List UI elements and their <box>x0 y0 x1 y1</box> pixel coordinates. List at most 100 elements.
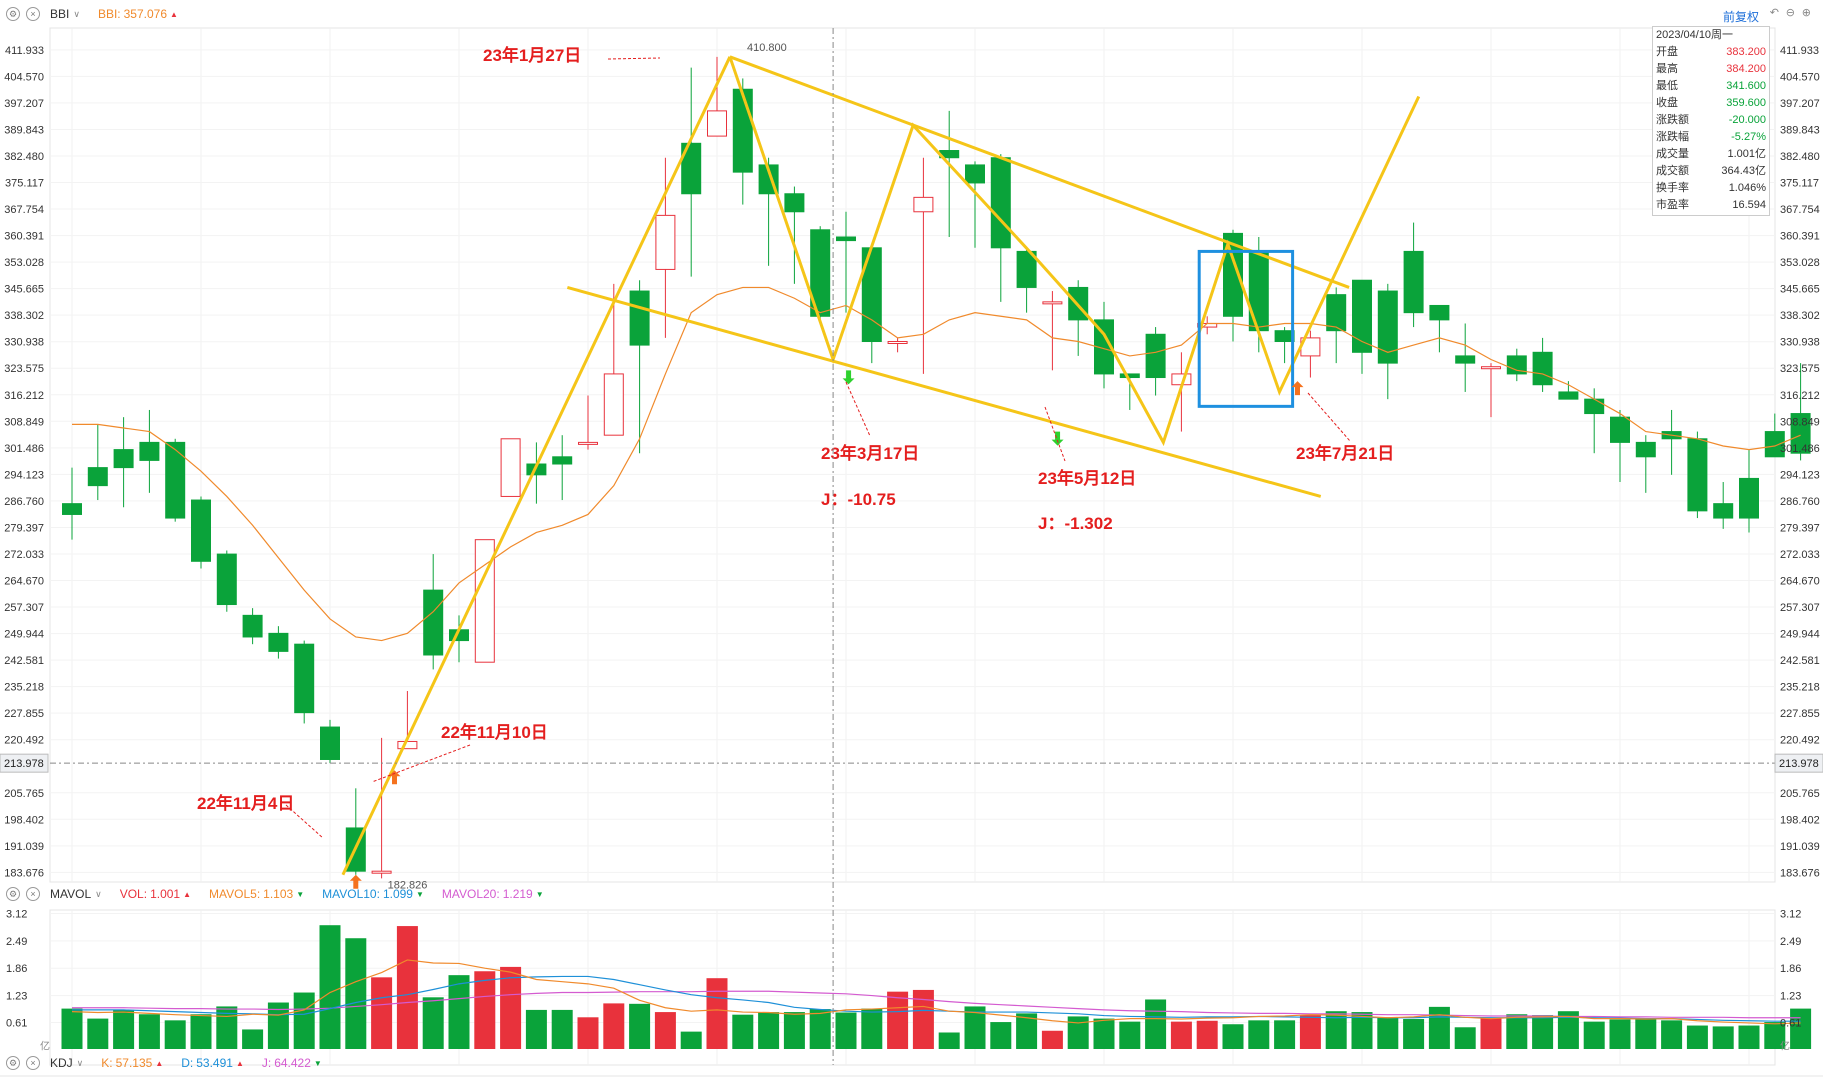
volume-bar <box>1145 999 1167 1049</box>
volume-bar <box>242 1029 264 1049</box>
volume-bar <box>629 1003 651 1049</box>
candle-body <box>1739 477 1759 519</box>
y-tick-label-left: 191.039 <box>4 841 44 853</box>
candle-body <box>1532 351 1553 386</box>
volume-bar <box>113 1009 135 1049</box>
y-tick-label-right: 220.492 <box>1780 735 1820 747</box>
candle-body <box>113 449 134 469</box>
candle-body <box>294 643 315 714</box>
candle-body <box>1094 319 1114 375</box>
candle-body <box>1764 431 1785 458</box>
y-tick-label-right: 353.028 <box>1780 257 1820 269</box>
ohlc-row-label: 最高 <box>1656 63 1678 75</box>
y-tick-label-right: 345.665 <box>1780 284 1820 296</box>
volume-bar <box>1480 1017 1502 1049</box>
y-tick-label-left: 345.665 <box>4 284 44 296</box>
annotation-leader <box>1044 406 1066 462</box>
volume-bar <box>1067 1016 1089 1049</box>
y-tick-label-left: 183.676 <box>4 867 44 879</box>
down-arrow-icon: ▼ <box>313 1058 322 1068</box>
annotation-leader <box>845 381 871 437</box>
ohlc-row-label: 开盘 <box>1656 46 1678 58</box>
bbi-label: BBI: <box>97 7 121 21</box>
annotation-label: 22年11月4日 <box>197 793 294 813</box>
annotation-label: J：-10.75 <box>821 490 896 509</box>
chevron-down-icon[interactable]: ∨ <box>73 8 80 19</box>
volume-tick-left: 3.12 <box>6 908 27 920</box>
candle-body <box>1274 330 1295 342</box>
candle-body <box>62 503 82 515</box>
ohlc-row-label: 换手率 <box>1656 182 1689 194</box>
y-tick-label-right: 286.760 <box>1780 496 1820 508</box>
up-arrow-icon: ▲ <box>155 1058 164 1068</box>
y-tick-label-right: 257.307 <box>1780 602 1820 614</box>
volume-bar <box>1557 1011 1579 1049</box>
volume-bar <box>1041 1030 1063 1049</box>
volume-bar <box>1248 1020 1270 1049</box>
volume-tick-left: 0.61 <box>6 1018 27 1030</box>
y-tick-label-right: 249.944 <box>1780 629 1820 641</box>
volume-tick-right: 3.12 <box>1780 908 1801 920</box>
minus-icon[interactable]: ⊖ <box>1785 7 1795 19</box>
ohlc-row-value: -5.27% <box>1731 131 1766 143</box>
volume-bar <box>577 1017 599 1049</box>
volume-bar <box>293 992 315 1049</box>
mavol20-value: 1.219 <box>502 887 533 901</box>
y-tick-label-left: 338.302 <box>4 310 44 322</box>
chevron-down-icon[interactable]: ∨ <box>76 1057 84 1068</box>
volume-bar <box>1532 1015 1554 1049</box>
volume-bar <box>938 1032 960 1049</box>
annotation-leader <box>1307 392 1351 442</box>
restore-button[interactable]: 前复权 <box>1722 10 1759 24</box>
y-tick-label-right: 360.391 <box>1780 231 1820 243</box>
volume-bar <box>190 1014 212 1049</box>
ohlc-row-label: 成交额 <box>1656 165 1689 177</box>
y-tick-label-left: 353.028 <box>4 257 44 269</box>
annotation-label: 23年7月21日 <box>1296 443 1394 463</box>
y-tick-label-right: 382.480 <box>1780 151 1820 163</box>
volume-bar <box>1583 1021 1605 1049</box>
settings-icon[interactable]: ⚙ <box>6 7 20 21</box>
volume-bar <box>1196 1020 1218 1049</box>
plus-icon[interactable]: ⊕ <box>1801 7 1811 19</box>
settings-icon[interactable]: ⚙ <box>6 887 20 901</box>
volume-bar <box>1428 1006 1450 1049</box>
candle-body <box>1145 333 1166 379</box>
volume-unit-left: 亿 <box>40 1040 50 1053</box>
volume-bar <box>603 1003 625 1049</box>
vol-indicator-name[interactable]: MAVOL <box>50 887 92 901</box>
ohlc-row-value: 1.046% <box>1728 182 1766 194</box>
y-tick-label-left: 220.492 <box>4 735 44 747</box>
mavol20-line <box>72 990 1801 1019</box>
volume-indicator-header: ⚙ × MAVOL ∨ VOL: 1.001 ▲ MAVOL5: 1.103 ▼ M… <box>0 882 544 906</box>
indicator-name[interactable]: BBI <box>50 7 70 21</box>
y-tick-label-left: 205.765 <box>4 788 44 800</box>
volume-bar <box>1506 1014 1528 1049</box>
close-icon[interactable]: × <box>26 887 40 901</box>
undo-icon[interactable]: ↶ <box>1769 7 1779 19</box>
mavol20-label: MAVOL20: <box>441 887 500 901</box>
candle-body <box>1377 290 1398 364</box>
candle-body <box>1713 503 1734 519</box>
volume-bar <box>164 1020 186 1049</box>
y-tick-label-left: 382.480 <box>4 151 44 163</box>
settings-icon[interactable]: ⚙ <box>6 1056 20 1070</box>
candle-body <box>1790 413 1811 454</box>
chevron-down-icon[interactable]: ∨ <box>95 888 102 899</box>
volume-tick-right: 0.61 <box>1780 1018 1801 1030</box>
y-tick-label-left: 389.843 <box>4 124 44 136</box>
buy-arrow-icon <box>388 770 401 785</box>
ohlc-row-label: 收盘 <box>1656 97 1678 109</box>
ohlc-row: 开盘 383.200 <box>1653 44 1769 61</box>
y-tick-label-left: 272.033 <box>4 549 44 561</box>
volume-bar <box>396 926 418 1049</box>
close-icon[interactable]: × <box>26 1056 40 1070</box>
ohlc-row: 涨跌额 -20.000 <box>1653 112 1769 129</box>
kdj-indicator-name[interactable]: KDJ <box>50 1056 73 1070</box>
candle-body <box>1429 304 1450 321</box>
y-tick-label-right: 389.843 <box>1780 124 1820 136</box>
volume-bar <box>1351 1012 1373 1049</box>
close-icon[interactable]: × <box>26 7 40 21</box>
